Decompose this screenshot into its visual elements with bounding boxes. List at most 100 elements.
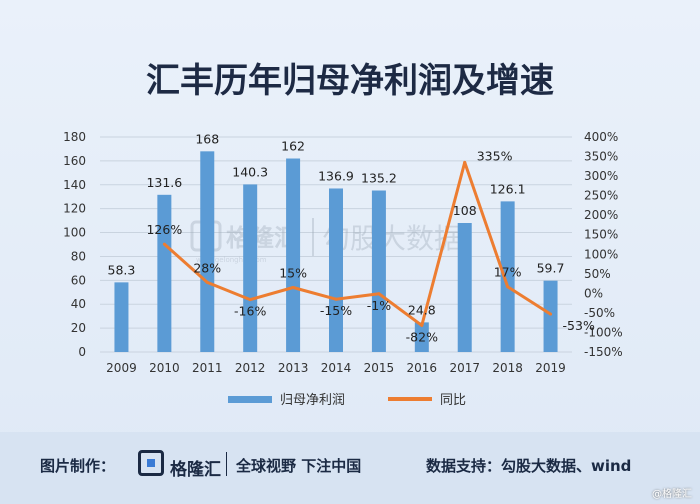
bar [200, 151, 215, 352]
legend-label-bars: 归母净利润 [280, 393, 345, 408]
bar-value-label: 162 [281, 139, 305, 154]
left-tick-label: 80 [71, 249, 86, 263]
left-tick-label: 140 [63, 178, 86, 192]
left-tick-label: 0 [78, 345, 86, 359]
brand-logo-icon [138, 450, 164, 476]
bar [243, 184, 258, 352]
bar-value-label: 108 [453, 203, 477, 218]
bar [543, 280, 558, 352]
growth-point [205, 280, 209, 284]
footer-source: 数据支持：勾股大数据、wind [426, 457, 632, 475]
legend-swatch-bars [228, 396, 272, 403]
right-tick-label: 400% [584, 130, 618, 144]
x-tick-label: 2014 [321, 361, 352, 375]
growth-value-label: -15% [320, 303, 352, 318]
bar-value-label: 58.3 [108, 262, 136, 277]
left-tick-label: 20 [71, 321, 86, 335]
growth-value-label: 335% [477, 148, 513, 163]
chart: 汇丰历年归母净利润及增速 格隆汇 www.gelonghui.com 勾股大数据… [63, 61, 623, 408]
x-tick-label: 2012 [235, 361, 266, 375]
chart-title: 汇丰历年归母净利润及增速 [146, 61, 554, 101]
growth-value-label: -53% [563, 318, 595, 333]
bar [414, 322, 429, 352]
corner-watermark: @格隆汇 [652, 489, 692, 500]
watermark-brand: 格隆汇 [226, 224, 298, 252]
right-tick-label: 300% [584, 169, 618, 183]
right-tick-label: 350% [584, 150, 618, 164]
left-tick-label: 160 [63, 154, 86, 168]
bars [114, 151, 558, 352]
right-tick-label: 200% [584, 208, 618, 222]
bar [286, 158, 301, 352]
growth-value-label: 17% [494, 265, 522, 280]
left-tick-label: 100 [63, 226, 86, 240]
left-axis: 0 20 40 60 80 100 120 140 160 180 [63, 130, 86, 359]
left-tick-label: 120 [63, 202, 86, 216]
right-tick-label: 150% [584, 228, 618, 242]
x-tick-label: 2009 [106, 361, 137, 375]
footer-slogan: 全球视野 下注中国 [236, 457, 362, 475]
bar [157, 194, 172, 352]
right-tick-label: -50% [584, 306, 615, 320]
right-tick-label: -150% [584, 345, 623, 359]
bar-value-label: 135.2 [361, 171, 397, 186]
x-tick-label: 2016 [407, 361, 438, 375]
legend: 归母净利润 同比 [228, 393, 466, 408]
right-tick-label: 250% [584, 189, 618, 203]
right-tick-label: 0% [584, 286, 603, 300]
growth-line-path [163, 160, 552, 327]
growth-point [291, 286, 295, 289]
footer-divider [226, 452, 227, 476]
watermark: 格隆汇 www.gelonghui.com 勾股大数据 [190, 218, 462, 264]
legend-swatch-line [388, 397, 432, 401]
right-axis: -150% -100% -50% 0% 50% 100% 150% 200% 250% 300% 3… [584, 130, 623, 359]
growth-point [248, 298, 252, 302]
left-tick-label: 60 [71, 273, 86, 287]
growth-value-label: -82% [406, 329, 438, 344]
bar [500, 201, 515, 352]
bar-value-label: 136.9 [318, 168, 354, 183]
data-labels: 58.3 131.6 168 140.3 162 136.9 135.2 24.8 108 126… [108, 131, 595, 344]
footer-bar [0, 432, 700, 504]
bar-value-label: 168 [195, 131, 219, 146]
bar-value-label: 140.3 [232, 164, 268, 179]
right-tick-label: 100% [584, 247, 618, 261]
x-axis: 2009 2010 2011 2012 2013 2014 2015 2016 2017 2018… [106, 361, 566, 375]
x-tick-label: 2018 [492, 361, 523, 375]
watermark-sub: www.gelonghui.com [196, 256, 267, 264]
left-tick-label: 180 [63, 130, 86, 144]
bar-value-label: 24.8 [408, 302, 436, 317]
bar [114, 282, 129, 352]
bar [329, 188, 343, 352]
bar-value-label: 131.6 [146, 175, 182, 190]
growth-point [420, 323, 424, 327]
footer-brand: 格隆汇 [170, 460, 221, 480]
bar [371, 190, 386, 352]
right-tick-label: 50% [584, 267, 611, 281]
x-tick-label: 2011 [192, 361, 223, 375]
bar-value-label: 59.7 [537, 261, 565, 276]
x-tick-label: 2015 [364, 361, 395, 375]
growth-value-label: 126% [146, 222, 182, 237]
growth-point [506, 285, 510, 289]
growth-value-label: -16% [234, 304, 266, 319]
bar-value-label: 126.1 [490, 181, 526, 196]
watermark-tag: 勾股大数据 [322, 222, 462, 255]
left-tick-label: 40 [71, 297, 86, 311]
growth-point [549, 312, 553, 316]
growth-value-label: 15% [279, 266, 307, 281]
x-tick-label: 2013 [278, 361, 309, 375]
growth-line [162, 160, 553, 327]
growth-value-label: -1% [367, 298, 391, 313]
x-tick-label: 2010 [149, 361, 180, 375]
footer-made-by: 图片制作： [40, 457, 116, 475]
growth-point [463, 160, 467, 164]
growth-point [162, 242, 166, 246]
bar [457, 223, 472, 352]
legend-label-line: 同比 [440, 393, 466, 408]
x-tick-label: 2019 [535, 361, 566, 375]
growth-point [377, 292, 381, 296]
x-tick-label: 2017 [449, 361, 480, 375]
right-tick-label: -100% [584, 325, 623, 339]
